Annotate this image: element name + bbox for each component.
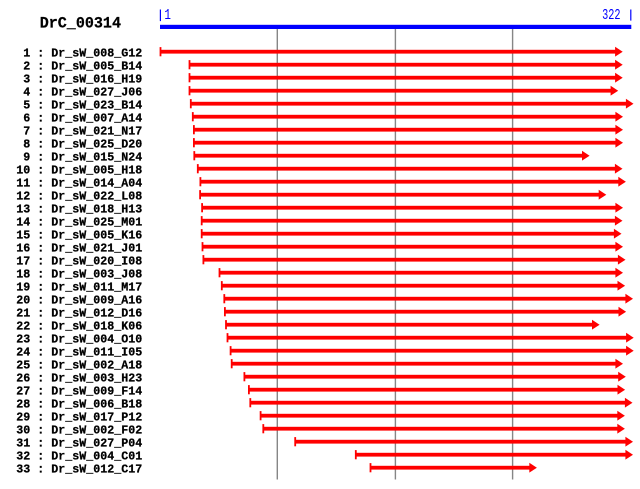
- svg-text:DrC_00314: DrC_00314: [40, 14, 122, 32]
- svg-text:25 : Dr_sW_002_A18: 25 : Dr_sW_002_A18: [16, 358, 142, 372]
- svg-text:20 : Dr_sW_009_A16: 20 : Dr_sW_009_A16: [16, 293, 142, 307]
- svg-text:18 : Dr_sW_003_J08: 18 : Dr_sW_003_J08: [16, 267, 142, 281]
- svg-text:27 : Dr_sW_009_F14: 27 : Dr_sW_009_F14: [16, 384, 142, 398]
- svg-text:2 : Dr_sW_005_B14: 2 : Dr_sW_005_B14: [16, 59, 142, 73]
- svg-text:23 : Dr_sW_004_O10: 23 : Dr_sW_004_O10: [16, 332, 142, 346]
- svg-text:16 : Dr_sW_021_J01: 16 : Dr_sW_021_J01: [16, 241, 142, 255]
- svg-text:12 : Dr_sW_022_L08: 12 : Dr_sW_022_L08: [16, 189, 142, 203]
- svg-text:32 : Dr_sW_004_C01: 32 : Dr_sW_004_C01: [16, 449, 142, 463]
- svg-text:33 : Dr_sW_012_C17: 33 : Dr_sW_012_C17: [16, 462, 142, 476]
- svg-text:1: 1: [164, 6, 171, 24]
- svg-text:31 : Dr_sW_027_P04: 31 : Dr_sW_027_P04: [16, 436, 142, 450]
- svg-text:11 : Dr_sW_014_A04: 11 : Dr_sW_014_A04: [16, 176, 142, 190]
- svg-text:17 : Dr_sW_020_I08: 17 : Dr_sW_020_I08: [16, 254, 142, 268]
- svg-text:21 : Dr_sW_012_D16: 21 : Dr_sW_012_D16: [16, 306, 142, 320]
- svg-text:4 : Dr_sW_027_J06: 4 : Dr_sW_027_J06: [16, 85, 142, 99]
- svg-text:8 : Dr_sW_025_D20: 8 : Dr_sW_025_D20: [16, 137, 142, 151]
- svg-text:5 : Dr_sW_023_B14: 5 : Dr_sW_023_B14: [16, 98, 142, 112]
- svg-text:7 : Dr_sW_021_N17: 7 : Dr_sW_021_N17: [16, 124, 142, 138]
- svg-text:29 : Dr_sW_017_P12: 29 : Dr_sW_017_P12: [16, 410, 142, 424]
- svg-text:30 : Dr_sW_002_F02: 30 : Dr_sW_002_F02: [16, 423, 142, 437]
- svg-text:26 : Dr_sW_003_H23: 26 : Dr_sW_003_H23: [16, 371, 142, 385]
- svg-text:14 : Dr_sW_025_M01: 14 : Dr_sW_025_M01: [16, 215, 142, 229]
- svg-text:13 : Dr_sW_018_H13: 13 : Dr_sW_018_H13: [16, 202, 142, 216]
- svg-text:3 : Dr_sW_016_H19: 3 : Dr_sW_016_H19: [16, 72, 142, 86]
- svg-text:22 : Dr_sW_018_K06: 22 : Dr_sW_018_K06: [16, 319, 142, 333]
- svg-text:28 : Dr_sW_006_B18: 28 : Dr_sW_006_B18: [16, 397, 142, 411]
- svg-text:24 : Dr_sW_011_I05: 24 : Dr_sW_011_I05: [16, 345, 142, 359]
- svg-text:322: 322: [602, 6, 620, 24]
- svg-text:6 : Dr_sW_007_A14: 6 : Dr_sW_007_A14: [16, 111, 142, 125]
- svg-text:15 : Dr_sW_005_K16: 15 : Dr_sW_005_K16: [16, 228, 142, 242]
- svg-text:1 : Dr_sW_008_G12: 1 : Dr_sW_008_G12: [16, 46, 142, 60]
- svg-text:19 : Dr_sW_011_M17: 19 : Dr_sW_011_M17: [16, 280, 142, 294]
- svg-text:9 : Dr_sW_015_N24: 9 : Dr_sW_015_N24: [16, 150, 142, 164]
- svg-text:10 : Dr_sW_005_H18: 10 : Dr_sW_005_H18: [16, 163, 142, 177]
